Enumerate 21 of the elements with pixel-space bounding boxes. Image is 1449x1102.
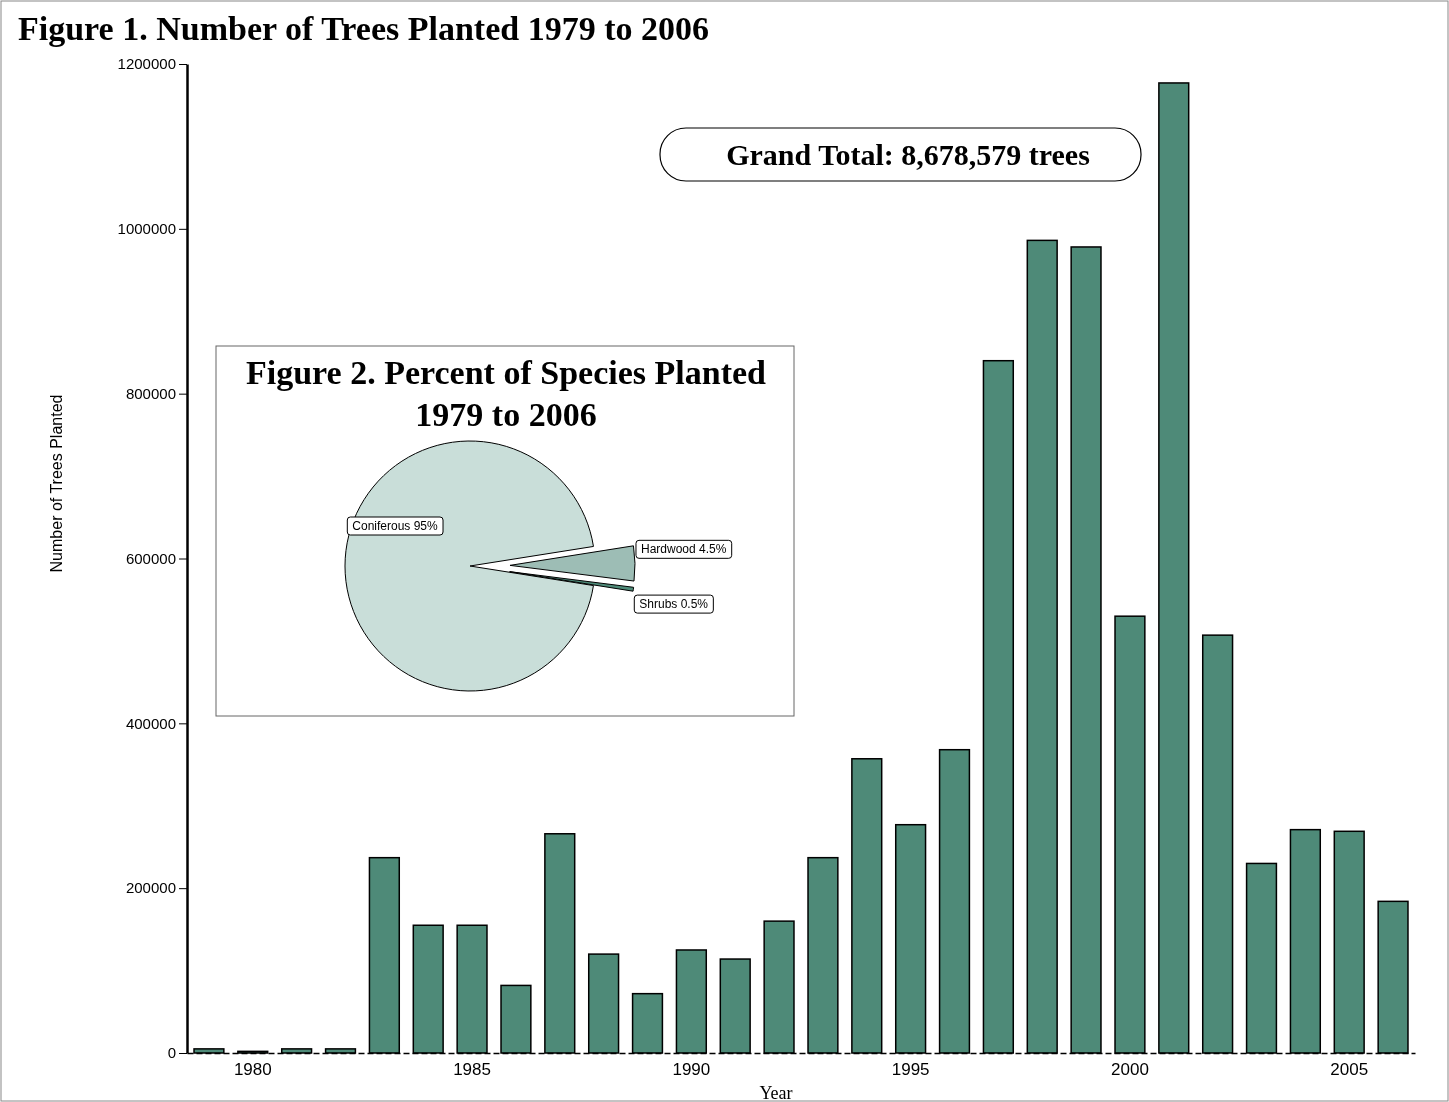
y-tick-label: 0 <box>167 1044 176 1062</box>
slice-label: Hardwood 4.5% <box>640 542 727 557</box>
x-axis-title: Year <box>759 1083 793 1102</box>
y-tick-label: 200000 <box>125 879 176 897</box>
slice-label: Coniferous 95% <box>352 519 439 533</box>
x-tick-label: 1995 <box>891 1060 930 1080</box>
x-tick-label: 1980 <box>233 1060 272 1080</box>
x-tick-label: 2000 <box>1111 1060 1149 1080</box>
x-tick-label: 2005 <box>1330 1060 1369 1080</box>
chart-title: Figure 2. Percent of Species Planted 1979 to 2006 <box>246 354 767 433</box>
y-tick-label: 600000 <box>125 549 176 567</box>
slice-label: Shrubs 0.5% <box>639 597 709 612</box>
y-axis-title: Number of Trees Planted <box>48 394 65 573</box>
y-tick-label: 1000000 <box>117 220 176 238</box>
y-tick-label: 400000 <box>125 714 176 732</box>
x-tick-label: 1990 <box>672 1060 711 1080</box>
annotation: Grand Total: 8,678,579 trees <box>726 138 1090 171</box>
y-tick-label: 800000 <box>125 384 176 402</box>
x-tick-label: 1985 <box>453 1060 491 1080</box>
y-tick-label: 1200000 <box>117 55 176 73</box>
chart-title: Figure 1. Number of Trees Planted 1979 to 2006 <box>18 10 709 47</box>
